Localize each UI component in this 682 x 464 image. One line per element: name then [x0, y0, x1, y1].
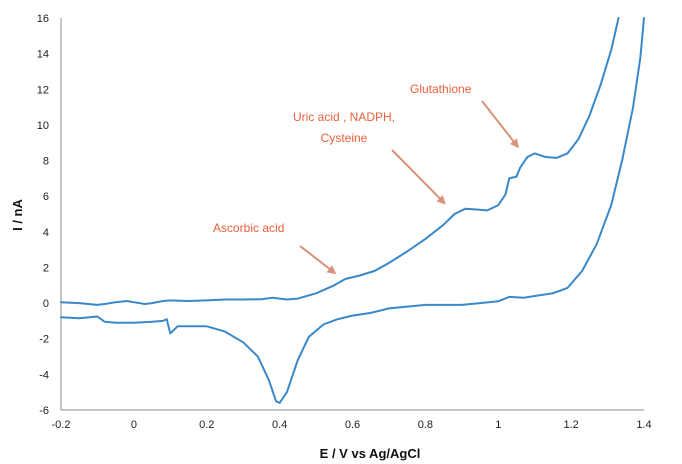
series-layer [60, 17, 645, 404]
y-tick-label: 2 [43, 262, 49, 274]
annotation-arrow [299, 245, 337, 275]
x-tick-label: 0.8 [418, 419, 433, 431]
series-line-1 [60, 17, 620, 306]
x-tick-label: 1.4 [636, 419, 651, 431]
y-tick-label: 4 [43, 227, 49, 239]
y-tick-label: 14 [37, 49, 49, 61]
x-tick-label: 0.2 [199, 419, 214, 431]
x-tick-label: 1 [495, 419, 501, 431]
annotation-label: Ascorbic acid [213, 221, 284, 235]
annotation-label: Uric acid , NADPH, [293, 110, 395, 124]
y-tick-label: -2 [39, 334, 49, 346]
series-line-2 [60, 17, 645, 404]
annotations: Ascorbic acid Uric acid , NADPH, Cysteine G… [213, 82, 519, 275]
y-axis-title: I / nA [10, 199, 25, 231]
y-tick-label: 10 [37, 120, 49, 132]
annotation-label: Cysteine [321, 131, 368, 145]
x-axis-title: E / V vs Ag/AgCl [320, 446, 421, 461]
tick-labels: -0.2 0 0.2 0.4 0.6 0.8 1 1.2 1.4 -6 -4 -2 0 2 4 6 8 10 12 1… [37, 13, 652, 431]
annotation-arrow [481, 100, 519, 149]
x-tick-label: -0.2 [52, 419, 71, 431]
y-tick-label: 8 [43, 156, 49, 168]
axes [60, 18, 644, 411]
annotation-label: Glutathione [410, 82, 472, 96]
annotation-arrow [391, 149, 446, 205]
y-tick-label: 12 [37, 84, 49, 96]
x-tick-label: 0.6 [345, 419, 360, 431]
x-tick-label: 0 [131, 419, 137, 431]
y-tick-label: -4 [39, 369, 49, 381]
x-tick-label: 0.4 [272, 419, 287, 431]
y-tick-label: 16 [37, 13, 49, 25]
y-tick-label: -6 [39, 405, 49, 417]
x-tick-label: 1.2 [563, 419, 578, 431]
y-tick-label: 6 [43, 191, 49, 203]
y-tick-label: 0 [43, 298, 49, 310]
